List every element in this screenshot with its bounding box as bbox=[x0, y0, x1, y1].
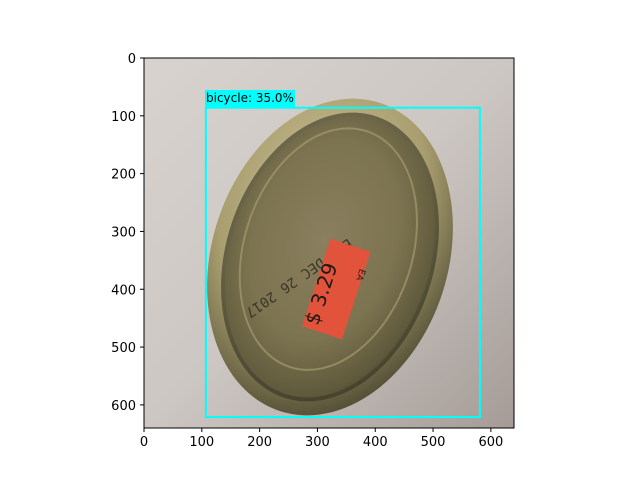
y-tick-label: 600 bbox=[111, 399, 136, 414]
detection-label: bicycle: 35.0% bbox=[206, 91, 294, 105]
price-sticker-suffix: EA bbox=[353, 267, 366, 282]
axes-frame bbox=[143, 57, 515, 429]
y-tick-label: 200 bbox=[111, 168, 136, 183]
photo: EXP DEC 26 2017 $ 3.29 EA bbox=[144, 58, 514, 428]
x-tick-label: 600 bbox=[478, 435, 503, 450]
x-tick-label: 100 bbox=[189, 435, 214, 450]
x-tick-label: 0 bbox=[140, 435, 148, 450]
detection-box bbox=[204, 106, 481, 419]
y-axis-ticks: 0 100 200 300 400 500 600 bbox=[111, 52, 144, 414]
x-tick-label: 500 bbox=[421, 435, 446, 450]
y-tick-label: 0 bbox=[128, 52, 136, 67]
x-tick-label: 400 bbox=[363, 435, 388, 450]
detection-label-background bbox=[205, 90, 295, 107]
x-tick-label: 200 bbox=[247, 435, 272, 450]
y-tick-label: 300 bbox=[111, 225, 136, 240]
x-tick-label: 300 bbox=[305, 435, 330, 450]
y-tick-label: 100 bbox=[111, 110, 136, 125]
y-tick-label: 400 bbox=[111, 283, 136, 298]
x-axis-ticks: 0 100 200 300 400 500 600 bbox=[140, 428, 503, 450]
y-tick-label: 500 bbox=[111, 341, 136, 356]
